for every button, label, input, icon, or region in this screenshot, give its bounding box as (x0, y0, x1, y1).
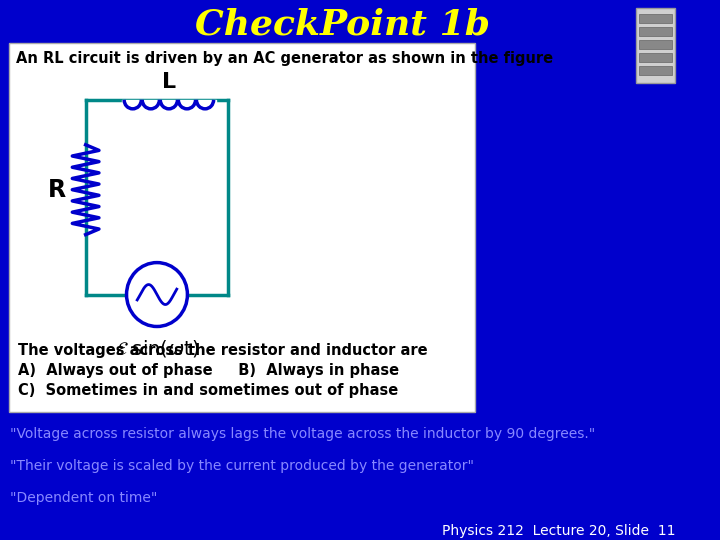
Bar (639, 40, 672, 49)
Text: C)  Sometimes in and sometimes out of phase: C) Sometimes in and sometimes out of pha… (18, 383, 398, 398)
Bar (636, 8, 675, 83)
Bar (639, 14, 672, 23)
Circle shape (127, 262, 187, 327)
Bar (639, 66, 672, 75)
Bar (639, 27, 672, 36)
Bar (639, 53, 672, 62)
Text: "Dependent on time": "Dependent on time" (9, 491, 157, 505)
Text: An RL circuit is driven by an AC generator as shown in the figure: An RL circuit is driven by an AC generat… (16, 51, 553, 66)
Bar (9, 43, 474, 413)
Text: R: R (48, 178, 66, 202)
Text: Physics 212  Lecture 20, Slide  11: Physics 212 Lecture 20, Slide 11 (442, 524, 675, 538)
Text: A)  Always out of phase     B)  Always in phase: A) Always out of phase B) Always in phas… (18, 363, 399, 378)
Text: CheckPoint 1b: CheckPoint 1b (195, 8, 490, 42)
Text: "Voltage across resistor always lags the voltage across the inductor by 90 degre: "Voltage across resistor always lags the… (9, 427, 595, 441)
Text: "Their voltage is scaled by the current produced by the generator": "Their voltage is scaled by the current … (9, 460, 474, 473)
Text: L: L (162, 72, 176, 92)
Text: $\mathcal{E}$ sin($\omega$t): $\mathcal{E}$ sin($\omega$t) (114, 338, 199, 359)
Text: The voltages across the resistor and inductor are: The voltages across the resistor and ind… (18, 343, 428, 358)
